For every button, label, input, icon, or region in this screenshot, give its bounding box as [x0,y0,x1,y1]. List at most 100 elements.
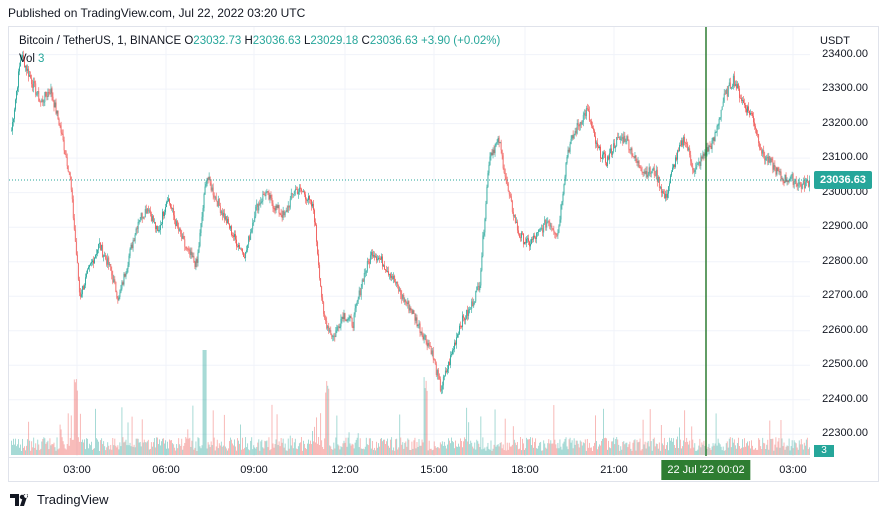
candle-body [802,180,804,184]
candle-body [122,282,124,285]
volume-bar [745,446,746,455]
candle-body [418,323,420,325]
volume-bar [388,445,389,455]
candle-body [478,286,480,290]
chart-frame[interactable]: Bitcoin / TetherUS, 1, BINANCE O23032.73… [8,26,879,482]
candle-body [763,150,765,157]
volume-bar [615,438,617,455]
volume-bar [128,445,130,455]
candle-body [177,221,179,227]
candle-body [272,203,274,209]
volume-bar [99,450,101,455]
candle-body [429,345,431,347]
price-chart-plot[interactable] [9,27,810,456]
candle-body [357,298,359,302]
volume-bar [189,437,191,455]
candle-body [65,154,67,158]
candle-body [320,278,322,287]
volume-bar [551,443,553,455]
candle-body [732,75,734,86]
volume-bar [612,441,614,455]
volume-bar [404,442,406,455]
volume-bar [102,444,104,455]
volume-bar [462,447,464,455]
candle-body [632,155,634,157]
candle-body [682,140,684,146]
volume-bar [621,449,623,455]
volume-bar [468,422,470,455]
volume-bar [164,443,165,455]
candle-body [721,106,723,110]
candle-body [297,191,299,195]
candle-body [286,210,288,212]
volume-bar [470,440,472,455]
candle-body [560,204,562,220]
candle-body [542,228,544,233]
candle-body [62,133,64,141]
candle-body [645,171,647,174]
volume-bar [735,448,737,455]
candle-body [307,199,308,201]
volume-bar [429,448,431,455]
volume-bar [498,446,500,455]
candle-body [353,314,355,328]
candle-body [445,370,447,373]
candle-body [278,205,280,214]
volume-bar [681,448,683,455]
volume-bar [508,442,510,455]
volume-bar [476,439,478,455]
price-tick-label: 23300.00 [822,82,868,95]
volume-bar [363,449,365,455]
candle-body [757,133,759,135]
candle-body [61,132,63,134]
volume-bar [659,450,661,455]
volume-bar [96,438,97,455]
volume-bar [613,437,615,455]
volume-bar [797,449,799,455]
candle-body [95,254,96,258]
volume-bar [296,449,298,455]
volume-bar [321,440,323,455]
price-tick-label: 22900.00 [822,220,868,233]
volume-bar [496,445,498,455]
volume-bar [789,450,791,455]
volume-bar [289,435,291,455]
volume-bar [232,443,233,455]
volume-bars [11,350,810,455]
volume-bar [734,445,736,455]
candle-body [687,144,689,151]
candle-body [11,130,12,132]
volume-bar [555,444,557,455]
volume-bar [181,438,183,455]
candle-body [136,228,138,230]
candle-body [500,142,502,151]
candle-body [528,238,529,242]
candle-body [683,137,685,146]
volume-bar [334,448,336,455]
volume-bar [406,446,408,455]
candle-body [245,251,247,259]
candle-body [64,150,66,155]
volume-bar [445,448,447,455]
volume-bar [755,447,757,455]
volume-bar [178,438,180,455]
time-axis[interactable]: 22 Jul '22 00:02 03:00 06:00 09:00 12:00 15:… [9,457,810,484]
candle-body [513,215,515,217]
candle-body [755,126,757,129]
candle-body [96,253,97,255]
volume-bar [637,442,639,455]
volume-bar [219,445,221,455]
volume-bar [311,444,312,455]
volume-bar [115,445,117,455]
candle-body [190,251,192,255]
candle-body [738,88,740,98]
candle-body [32,84,34,88]
footer-branding[interactable]: TradingView [10,492,109,507]
price-axis[interactable]: 23400.00 23300.00 23200.00 23100.00 23000.00… [811,27,880,483]
candle-body [717,125,719,127]
candle-body [764,156,766,161]
candle-body [354,308,356,315]
candle-body [800,184,802,189]
volume-bar [628,444,630,455]
volume-bar [417,446,419,455]
